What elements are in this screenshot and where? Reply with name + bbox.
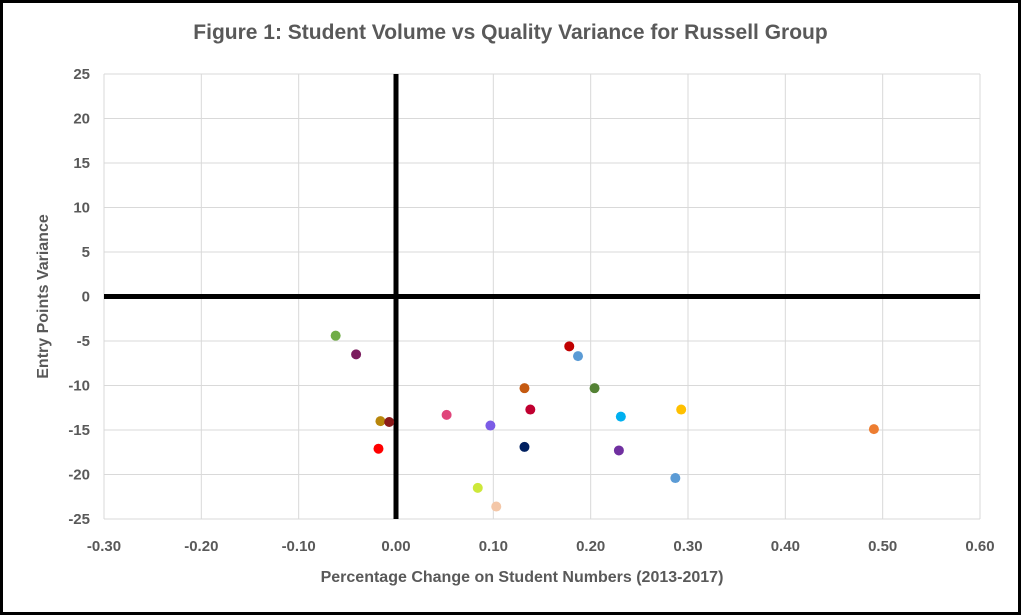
x-tick-label: 0.60 [965, 538, 994, 555]
data-point [485, 421, 495, 431]
y-tick-label: 20 [73, 111, 90, 128]
y-tick-label: -25 [68, 511, 90, 528]
x-tick-label: 0.30 [673, 538, 702, 555]
scatter-chart: 25 20 15 10 5 0 -5 -10 -15 -20 -25 -0.30 -0.20 -0.10… [0, 0, 1021, 615]
data-point [590, 383, 600, 393]
x-tick-label: -0.10 [282, 538, 316, 555]
data-point [614, 445, 624, 455]
x-tick-label: -0.20 [184, 538, 218, 555]
x-tick-label: 0.00 [381, 538, 410, 555]
y-tick-label: -10 [68, 378, 90, 395]
y-axis-title: Entry Points Variance [35, 214, 52, 379]
data-point [331, 331, 341, 341]
y-tick-label: 15 [73, 155, 90, 172]
data-point [375, 416, 385, 426]
y-tick-label: -20 [68, 467, 90, 484]
data-point [519, 383, 529, 393]
y-tick-label: 5 [82, 244, 90, 261]
zero-axes [104, 74, 980, 519]
y-tick-label: 10 [73, 200, 90, 217]
data-point [442, 410, 452, 420]
data-point [670, 473, 680, 483]
x-tick-label: 0.50 [868, 538, 897, 555]
x-tick-label: 0.20 [576, 538, 605, 555]
x-tick-label: -0.30 [87, 538, 121, 555]
data-point [573, 351, 583, 361]
data-point [676, 405, 686, 415]
data-point [384, 417, 394, 427]
data-point [491, 502, 501, 512]
data-point [869, 424, 879, 434]
y-tick-label: -15 [68, 422, 90, 439]
y-tick-label: 25 [73, 66, 90, 83]
data-point [373, 444, 383, 454]
data-point [473, 483, 483, 493]
y-tick-label: -5 [77, 333, 90, 350]
x-tick-label: 0.10 [479, 538, 508, 555]
data-point [525, 405, 535, 415]
y-tick-label: 0 [82, 289, 90, 306]
data-point [351, 349, 361, 359]
x-axis-title: Percentage Change on Student Numbers (20… [321, 569, 724, 586]
y-tick-labels: 25 20 15 10 5 0 -5 -10 -15 -20 -25 [68, 66, 90, 528]
data-point [519, 442, 529, 452]
x-tick-label: 0.40 [771, 538, 800, 555]
data-point [616, 412, 626, 422]
data-points [331, 331, 879, 512]
data-point [564, 341, 574, 351]
x-tick-labels: -0.30 -0.20 -0.10 0.00 0.10 0.20 0.30 0.40 0.50 0… [87, 538, 995, 555]
